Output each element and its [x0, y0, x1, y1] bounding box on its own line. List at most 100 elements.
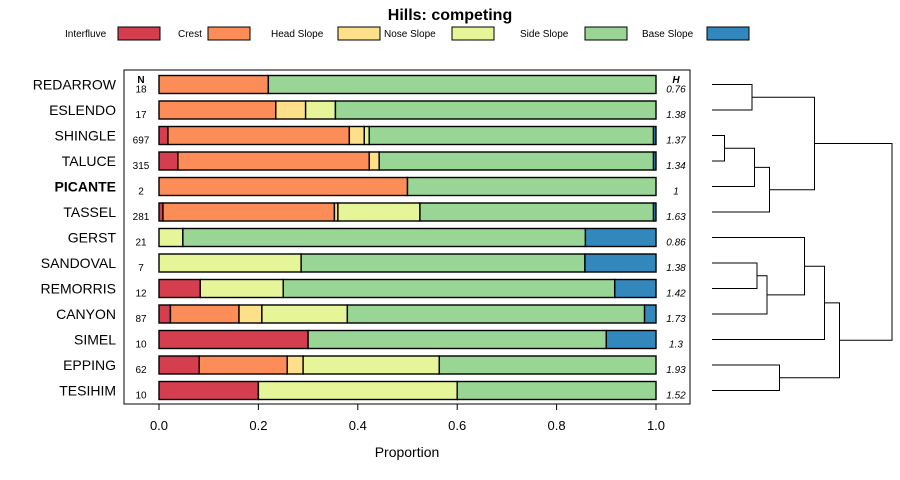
bar-segment	[652, 151, 657, 171]
h-value: 1.3	[669, 340, 683, 351]
row-label: GERST	[68, 230, 117, 246]
dendrogram-branch	[814, 142, 893, 341]
bar-segment	[584, 227, 657, 248]
bar-row: SANDOVAL 7 1.38	[41, 253, 686, 274]
legend-swatch	[337, 26, 381, 41]
dendrogram-branch	[779, 302, 840, 379]
n-value: 315	[133, 161, 150, 172]
chart-title: Hills: competing	[388, 7, 512, 24]
bar-segment	[406, 176, 657, 197]
dendrogram-branch	[712, 84, 753, 111]
n-value: 87	[135, 314, 147, 325]
n-column-header: N	[137, 75, 144, 86]
bar-segment	[177, 151, 370, 171]
dendrogram-branch	[752, 96, 815, 191]
row-label: SHINGLE	[55, 128, 116, 144]
row-label: REMORRIS	[41, 281, 116, 297]
x-tick-label: 0.4	[349, 418, 367, 433]
x-tick-label: 0.2	[249, 418, 267, 433]
h-value: 1.52	[666, 391, 686, 402]
legend-swatch	[117, 26, 161, 41]
bar-segment	[158, 380, 260, 401]
dendrogram-branch	[712, 237, 805, 296]
n-value: 17	[135, 110, 147, 121]
n-value: 2	[138, 187, 144, 198]
bar-segment	[158, 100, 277, 120]
h-value: 1.42	[666, 289, 686, 300]
bar-segment	[158, 355, 200, 375]
legend-label: Nose Slope	[384, 29, 436, 40]
legend-swatch	[584, 26, 628, 41]
bar-segment	[162, 202, 336, 222]
bar-segment	[238, 304, 263, 324]
row-label: ESLENDO	[49, 102, 116, 118]
legend-label: Base Slope	[642, 29, 694, 40]
legend-swatch	[451, 26, 495, 41]
bar-segment	[378, 151, 655, 171]
h-value: 1	[673, 187, 679, 198]
n-value: 10	[135, 391, 147, 402]
n-value: 281	[133, 212, 150, 223]
n-value: 697	[133, 136, 150, 147]
bar-segment	[304, 100, 337, 120]
legend-label: Head Slope	[271, 29, 324, 40]
bar-segment	[346, 304, 646, 324]
n-value: 21	[135, 238, 147, 249]
bar-segment	[261, 304, 349, 324]
h-value: 1.34	[666, 161, 686, 172]
n-value: 12	[135, 289, 147, 300]
dendrogram-branch	[712, 364, 780, 391]
bar-segment	[605, 329, 657, 350]
bar-segment	[438, 355, 657, 375]
row-label: EPPING	[63, 357, 116, 373]
n-value: 18	[135, 85, 147, 96]
legend-swatch	[207, 26, 251, 41]
h-value: 1.63	[666, 212, 686, 223]
bar-segment	[348, 125, 365, 146]
bar-segment	[158, 74, 270, 95]
legend-label: Side Slope	[520, 29, 569, 40]
bar-segment	[198, 355, 288, 375]
dendrogram-branch	[712, 135, 725, 162]
bar-segment	[307, 329, 608, 350]
dendrogram-branch	[712, 275, 768, 315]
dendrogram-branch	[712, 166, 770, 213]
dendrogram-branch	[712, 265, 825, 340]
bar-row: ESLENDO 17 1.38	[49, 100, 686, 121]
h-value: 1.73	[666, 314, 686, 325]
bar-row: GERST 21 0.86	[68, 227, 686, 249]
bar-segment	[169, 304, 240, 324]
dendrogram-branch	[712, 147, 755, 187]
h-value: 1.93	[666, 365, 686, 376]
bar-row: TALUCE 315 1.34	[62, 151, 686, 172]
legend-swatch	[706, 26, 750, 41]
bar-segment	[584, 253, 657, 273]
row-label: CANYON	[56, 306, 116, 322]
bar-segment	[158, 125, 169, 146]
x-axis: 0.0 0.2 0.4 0.6 0.8 1.0	[150, 404, 665, 433]
bar-segment	[158, 304, 172, 324]
n-value: 7	[138, 263, 144, 274]
row-label: PICANTE	[55, 179, 116, 195]
n-value: 10	[135, 340, 147, 351]
bar-row: CANYON 87 1.73	[56, 304, 686, 325]
bar-row: SIMEL 10 1.3	[74, 329, 683, 351]
bar-segment	[363, 125, 370, 146]
bar-row: REMORRIS 12 1.42	[41, 278, 686, 300]
bar-segment	[158, 176, 409, 197]
x-axis-label: Proportion	[375, 444, 440, 460]
bar-segment	[614, 278, 657, 299]
bar-segment	[158, 151, 179, 171]
row-label: TASSEL	[63, 204, 116, 220]
legend-label: Crest	[178, 29, 202, 40]
bar-segment	[337, 202, 421, 222]
bar-segment	[368, 151, 380, 171]
bar-segment	[267, 74, 657, 95]
bar-row: PICANTE 2 1	[55, 176, 679, 198]
legend-label: Interfluve	[65, 29, 107, 40]
dendrogram	[712, 84, 893, 391]
bar-segment	[199, 278, 284, 299]
row-label: TESIHIM	[59, 383, 116, 399]
row-label: TALUCE	[62, 153, 116, 169]
